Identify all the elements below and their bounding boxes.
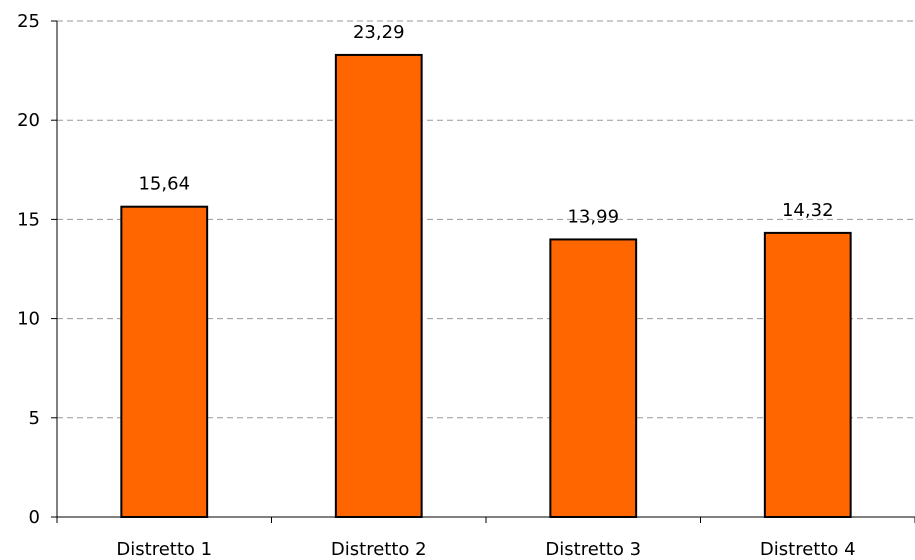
data-label: 14,32 — [782, 200, 834, 221]
y-tick-label: 15 — [17, 209, 40, 230]
bar-1 — [121, 207, 207, 517]
y-tick-label: 0 — [29, 507, 40, 528]
x-category-label: Distretto 2 — [331, 539, 427, 560]
bars — [121, 55, 850, 517]
bar-3 — [550, 239, 636, 517]
x-category-label: Distretto 3 — [545, 539, 641, 560]
x-category-label: Distretto 4 — [760, 539, 856, 560]
y-tick-label: 5 — [29, 408, 40, 429]
x-category-label: Distretto 1 — [116, 539, 212, 560]
data-label: 15,64 — [138, 174, 190, 195]
data-label: 23,29 — [353, 22, 405, 43]
data-label: 13,99 — [567, 206, 619, 227]
y-tick-label: 20 — [17, 110, 40, 131]
y-tick-label: 10 — [17, 309, 40, 330]
bar-4 — [765, 233, 851, 517]
y-tick-label: 25 — [17, 11, 40, 32]
bar-2 — [336, 55, 422, 517]
